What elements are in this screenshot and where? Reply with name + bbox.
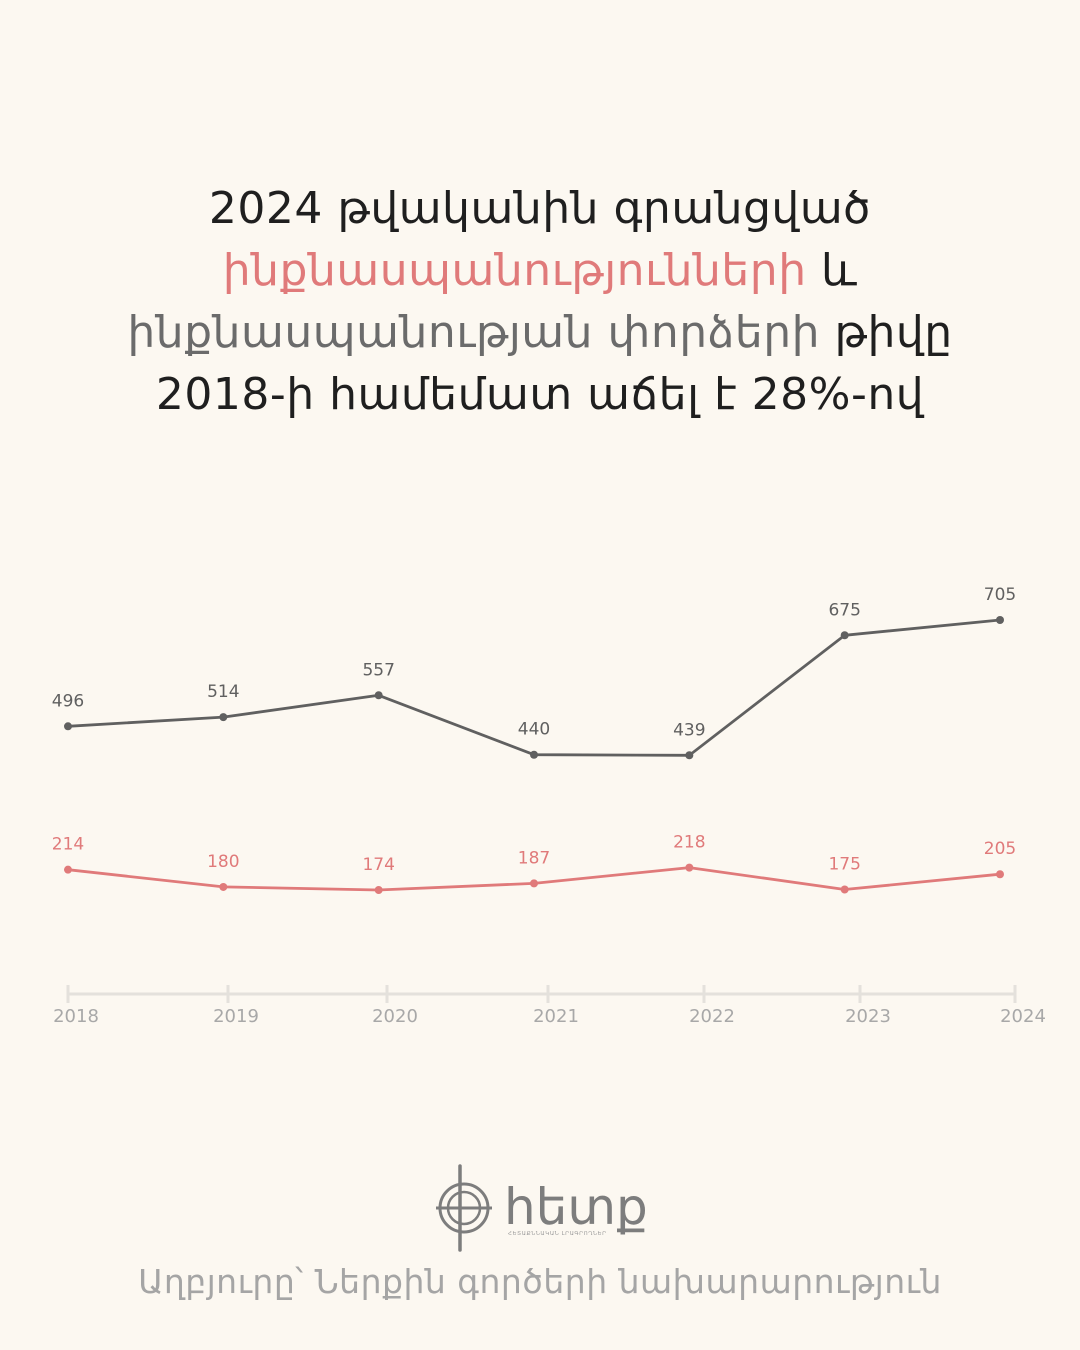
series-1-data-label-2024: 705 [984,585,1016,605]
headline-count: թիվը [834,307,953,358]
series-1-point-2018 [64,722,72,731]
x-axis-ticks: 2018 2019 2020 2021 2022 2023 2024 [53,985,1046,1027]
x-tick-label-2018: 2018 [53,1006,99,1027]
headline-and: և [821,245,858,296]
series-2-data-label-2023: 175 [828,854,860,874]
series-1-data-label-2020: 557 [362,660,394,680]
x-tick-label-2020: 2020 [372,1006,418,1027]
series-1-data-label-2023: 675 [828,600,860,620]
series-1-data-label-2022: 439 [673,720,705,740]
series-2-point-2020 [374,886,383,894]
logo-mark-icon [436,1164,492,1252]
series-2-data-label-2021: 187 [518,848,550,868]
series-1-point-2024 [996,616,1004,624]
headline-suicides: ինքնասպանությունների [222,245,807,296]
x-tick-label-2022: 2022 [689,1006,735,1027]
source-note: Աղբյուրը՝ Ներքին գործերի նախարարություն [138,1262,942,1301]
series-1-data-label-2021: 440 [518,720,550,740]
series-layer: 496 514 557 440 439 675 705 214 180 174 187 218 175 2… [52,585,1016,894]
hetq-logo: հետք ՀԵՏԱՔՆՆԱԿԱՆ ԼՐԱԳՐՈՂՆԵՐ [436,1164,648,1252]
x-tick-label-2023: 2023 [845,1006,891,1027]
x-tick-label-2024: 2024 [1000,1006,1046,1027]
series-1-point-2019 [219,713,228,722]
series-1-data-label-2019: 514 [207,682,239,702]
series-2-data-label-2020: 174 [362,855,394,875]
headline-attempts: ինքնասպանության փորձերի [127,307,821,358]
series-2-point-2021 [530,879,538,888]
headline-line-4: 2018-ի համեմատ աճել է 28%-ով [155,369,925,420]
series-2-data-label-2024: 205 [984,839,1016,859]
headline: 2024 թվականին գրանցված ինքնասպանությունն… [0,178,1080,426]
series-1-point-2022 [685,751,694,760]
logo-wordmark: հետք [504,1178,648,1236]
headline-line-2: ինքնասպանությունների և [0,240,1080,302]
series-2-point-2022 [685,863,694,872]
headline-line-1: 2024 թվականին գրանցված [208,183,872,234]
series-1-data-label-2018: 496 [52,691,84,711]
x-tick-label-2019: 2019 [213,1006,259,1027]
series-1-point-2021 [530,750,538,759]
line-chart: 2018 2019 2020 2021 2022 2023 2024 496 514 557 44… [52,585,1046,1027]
series-1-point-2023 [840,631,849,640]
series-2-data-label-2019: 180 [207,852,239,872]
series-2-point-2018 [64,865,72,874]
headline-line-3: ինքնասպանության փորձերի թիվը [0,302,1080,364]
logo-tagline: ՀԵՏԱՔՆՆԱԿԱՆ ԼՐԱԳՐՈՂՆԵՐ [508,1231,607,1237]
series-2-point-2023 [840,885,849,894]
series-2-data-label-2022: 218 [673,833,705,853]
series-1-point-2020 [374,691,383,700]
x-tick-label-2021: 2021 [533,1006,579,1027]
series-2-point-2019 [219,882,228,891]
series-2-point-2024 [996,870,1004,879]
series-2-data-label-2018: 214 [52,835,84,855]
